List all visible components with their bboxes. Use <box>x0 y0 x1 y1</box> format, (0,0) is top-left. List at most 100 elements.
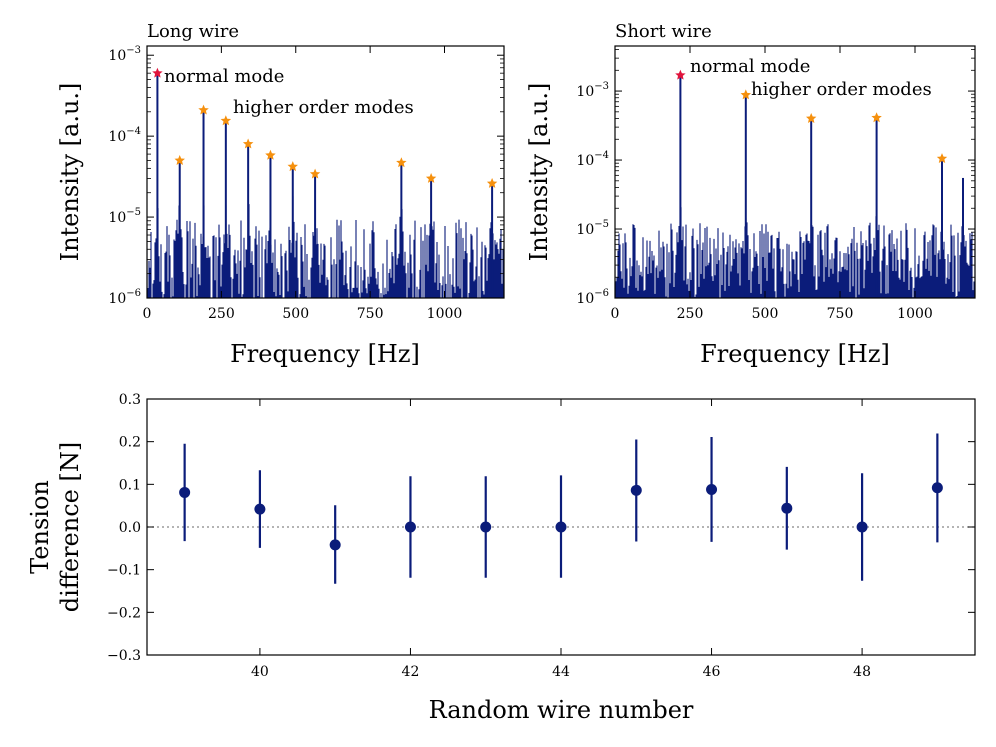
short-wire-panel: Short wire 0 250 500 750 1000 10−610−510−410… <box>525 21 976 368</box>
tension-x-ticks: 40 42 44 46 48 <box>251 399 871 680</box>
tension-point-7 <box>706 483 718 495</box>
long-wire-ytick-base-2: 10 <box>108 129 126 145</box>
long-wire-ytick-label-0: 10−6 <box>108 288 141 307</box>
long-wire-ytick-base-1: 10 <box>108 210 126 226</box>
tension-xtick-label-1: 42 <box>402 664 420 680</box>
long-wire-ytick-label-1: 10−5 <box>108 207 141 226</box>
long-wire-ytick-label-3: 10−3 <box>108 45 141 64</box>
tension-y-axis-label: Tension difference [N] <box>26 442 84 612</box>
long-wire-x-axis-label: Frequency [Hz] <box>230 340 420 368</box>
short-wire-ytick-base-0: 10 <box>576 291 594 307</box>
tension-y-label-line1: Tension <box>26 480 54 574</box>
tension-point-3 <box>404 521 416 533</box>
short-wire-ytick-base-3: 10 <box>576 84 594 100</box>
tension-ytick-label-6: 0.3 <box>119 392 141 408</box>
long-wire-ytick-label-2: 10−4 <box>108 126 141 145</box>
tension-y-ticks: −0.3 −0.2 −0.1 0.0 0.1 0.2 0.3 <box>107 392 975 664</box>
long-wire-higher-mode-star-3 <box>242 138 254 149</box>
short-wire-x-axis-label: Frequency [Hz] <box>700 340 890 368</box>
short-wire-higher-mode-star-2 <box>871 112 882 123</box>
long-wire-axes-frame <box>146 45 505 299</box>
tension-ytick-label-2: −0.1 <box>107 563 141 579</box>
long-wire-higher-mode-star-0 <box>174 155 185 165</box>
long-wire-xtick-label-3: 750 <box>357 306 384 322</box>
short-wire-normal-mode-label: normal mode <box>690 56 810 77</box>
tension-ytick-label-0: −0.3 <box>107 648 141 664</box>
long-wire-x-ticks: 0 250 500 750 1000 <box>143 46 463 322</box>
short-wire-axes-frame <box>614 45 976 299</box>
long-wire-noise-spectrum <box>147 196 504 298</box>
tension-ytick-label-4: 0.1 <box>119 477 141 493</box>
short-wire-ytick-exp-3: −3 <box>594 81 609 92</box>
short-wire-xtick-label-4: 1000 <box>897 306 933 322</box>
tension-x-axis-label: Random wire number <box>429 696 694 724</box>
short-wire-ytick-exp-2: −4 <box>594 150 609 161</box>
tension-point-2 <box>329 539 341 551</box>
tension-panel: 40 42 44 46 48 −0.3 −0.2 −0.1 0.0 0.1 0.2 0.3 Rand… <box>26 392 976 724</box>
short-wire-ytick-exp-1: −5 <box>594 219 609 230</box>
tension-ytick-label-5: 0.2 <box>119 435 141 451</box>
long-wire-y-axis-label: Intensity [a.u.] <box>56 83 84 262</box>
long-wire-higher-mode-star-5 <box>287 161 298 172</box>
long-wire-xtick-label-4: 1000 <box>427 306 463 322</box>
tension-xtick-label-0: 40 <box>251 664 269 680</box>
long-wire-ytick-exp-1: −5 <box>126 207 141 218</box>
long-wire-title: Long wire <box>147 21 239 42</box>
long-wire-higher-mode-star-4 <box>265 149 276 160</box>
short-wire-xtick-label-2: 500 <box>752 306 779 322</box>
long-wire-ytick-exp-2: −4 <box>126 126 141 137</box>
long-wire-higher-mode-star-1 <box>198 104 209 115</box>
long-wire-normal-mode-star <box>152 67 163 78</box>
short-wire-ytick-base-1: 10 <box>576 222 594 238</box>
short-wire-ytick-label-3: 10−3 <box>576 81 609 100</box>
tension-ytick-label-3: 0.0 <box>119 520 141 536</box>
long-wire-higher-order-label: higher order modes <box>233 97 414 118</box>
tension-point-4 <box>480 521 492 533</box>
long-wire-xtick-label-0: 0 <box>143 306 152 322</box>
short-wire-ytick-label-1: 10−5 <box>576 219 609 238</box>
tension-point-1 <box>254 503 266 515</box>
tension-point-5 <box>555 521 567 533</box>
long-wire-ytick-base-3: 10 <box>108 48 126 64</box>
long-wire-higher-mode-star-7 <box>396 157 407 168</box>
long-wire-y-ticks: 10−610−510−410−3 <box>108 45 504 307</box>
tension-xtick-label-3: 46 <box>703 664 721 680</box>
long-wire-higher-mode-star-6 <box>309 168 321 179</box>
tension-y-label-line2: difference [N] <box>56 442 84 612</box>
short-wire-plot-area <box>615 69 975 298</box>
long-wire-higher-mode-star-2 <box>220 115 232 126</box>
tension-point-0 <box>179 486 191 498</box>
tension-xtick-label-2: 44 <box>552 664 570 680</box>
tension-plot-area <box>147 433 975 584</box>
long-wire-spectrum-group <box>147 73 504 298</box>
tension-ytick-label-1: −0.2 <box>107 605 141 621</box>
short-wire-normal-mode-star <box>675 69 686 80</box>
short-wire-noise-spectrum <box>615 196 975 298</box>
long-wire-higher-mode-star-9 <box>486 178 498 188</box>
short-wire-xtick-label-1: 250 <box>677 306 704 322</box>
tension-point-10 <box>931 482 943 494</box>
tension-xtick-label-4: 48 <box>853 664 871 680</box>
tension-point-8 <box>781 502 793 514</box>
tension-point-9 <box>856 521 868 533</box>
long-wire-ytick-base-0: 10 <box>108 291 126 307</box>
short-wire-higher-mode-star-3 <box>936 153 948 163</box>
short-wire-xtick-label-0: 0 <box>611 306 620 322</box>
short-wire-y-axis-label: Intensity [a.u.] <box>525 83 553 262</box>
short-wire-ytick-label-2: 10−4 <box>576 150 609 169</box>
short-wire-higher-mode-star-0 <box>740 89 751 100</box>
short-wire-higher-order-label: higher order modes <box>751 79 932 100</box>
short-wire-higher-mode-star-1 <box>806 113 817 123</box>
long-wire-normal-mode-label: normal mode <box>164 66 284 87</box>
long-wire-plot-area <box>147 67 504 298</box>
short-wire-title: Short wire <box>615 21 712 42</box>
short-wire-ytick-exp-0: −6 <box>594 288 609 299</box>
long-wire-xtick-label-2: 500 <box>282 306 309 322</box>
long-wire-higher-mode-star-8 <box>425 173 437 183</box>
long-wire-ytick-exp-3: −3 <box>126 45 141 56</box>
long-wire-ytick-exp-0: −6 <box>126 288 141 299</box>
short-wire-y-ticks: 10−610−510−410−3 <box>576 49 975 307</box>
short-wire-ytick-label-0: 10−6 <box>576 288 609 307</box>
tension-point-6 <box>630 484 642 496</box>
